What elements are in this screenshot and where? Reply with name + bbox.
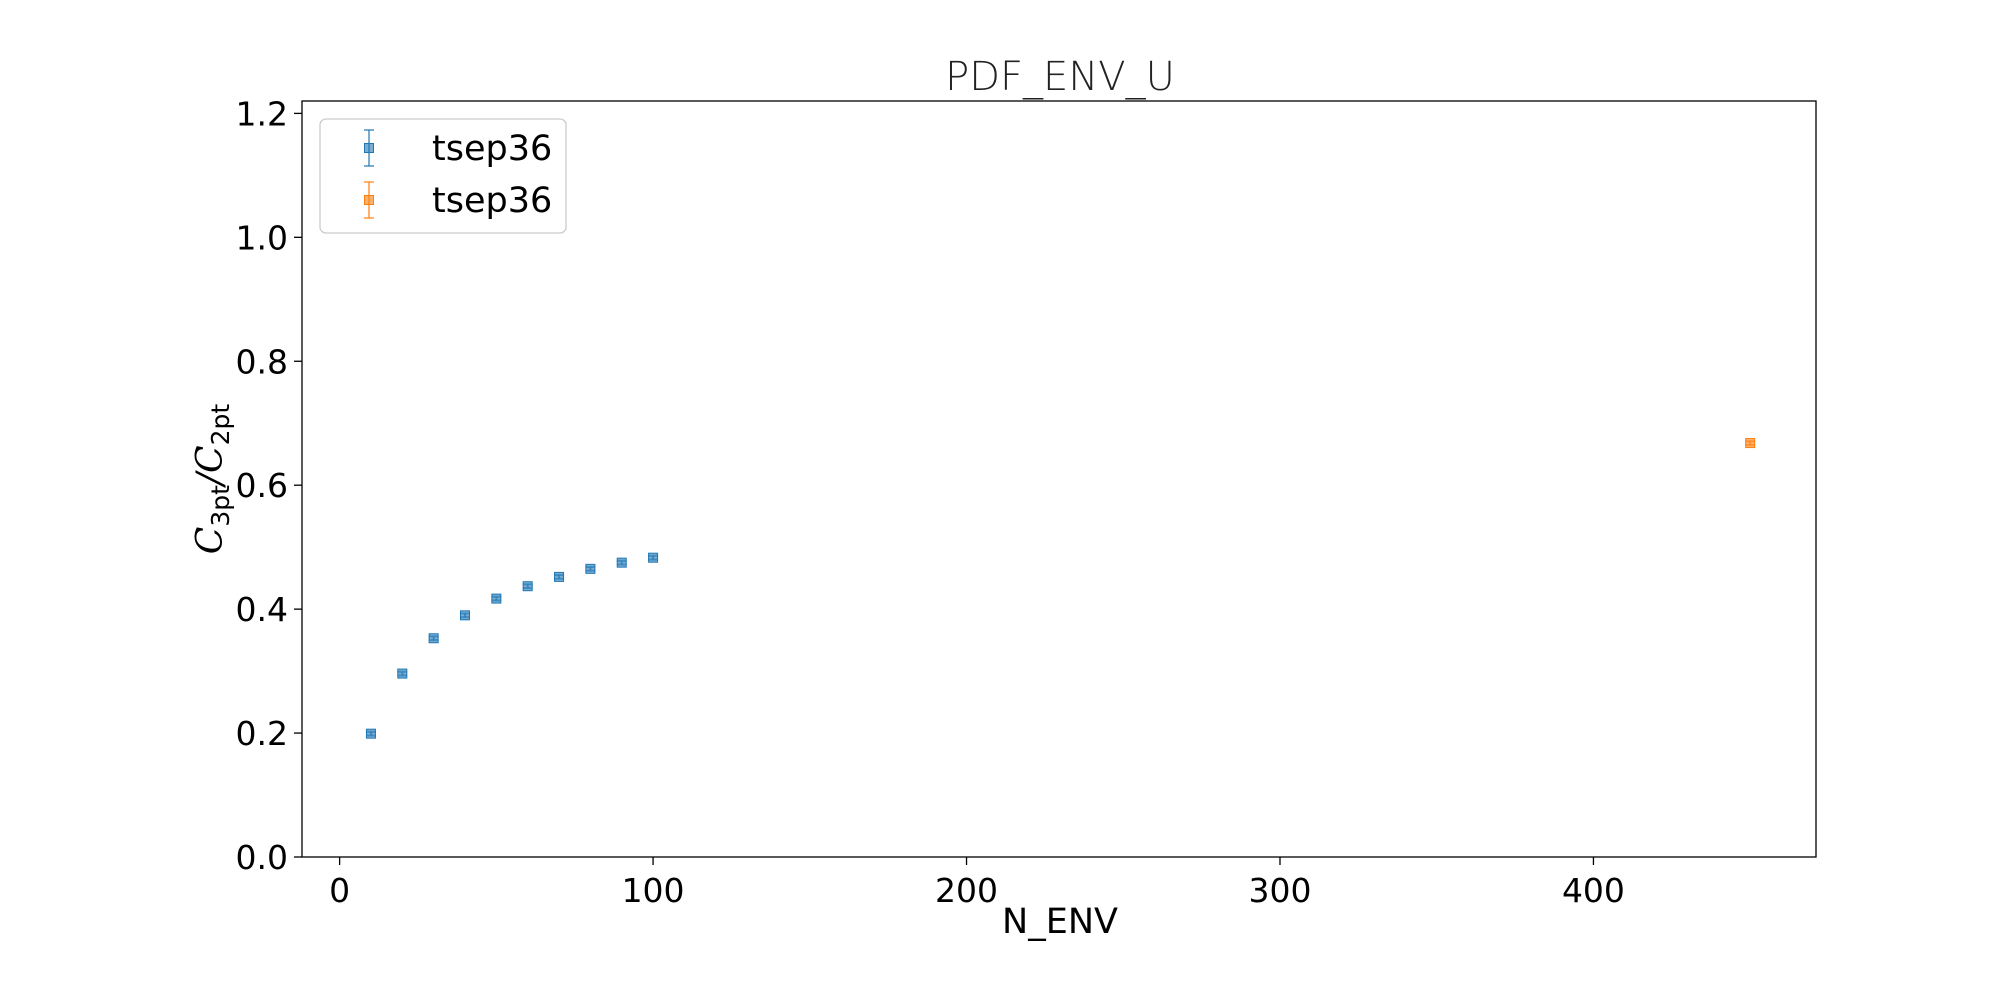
- legend-frame: [319, 118, 567, 234]
- data-point: [1745, 438, 1756, 449]
- y-tick-label: 0.4: [236, 590, 288, 629]
- chart-title: PDF_ENV_U: [945, 54, 1175, 100]
- y-axis-label-symbol-2: C: [190, 445, 231, 473]
- data-point: [491, 593, 502, 604]
- y-tick-label: 0.2: [236, 714, 288, 753]
- x-tick-label: 100: [622, 871, 685, 910]
- data-point: [522, 581, 533, 592]
- legend-marker: [364, 195, 374, 205]
- data-point: [397, 668, 408, 679]
- legend-entry: tsep36: [364, 129, 552, 169]
- data-point: [585, 563, 596, 574]
- x-tick-label: 300: [1248, 871, 1311, 910]
- y-axis-label-symbol-1: C: [190, 527, 231, 555]
- legend-marker: [364, 143, 374, 153]
- y-tick-label: 1.0: [236, 218, 288, 257]
- y-axis-label: C3pt/C2pt: [190, 404, 235, 555]
- data-point: [365, 728, 376, 739]
- data-point: [554, 571, 565, 582]
- legend-label: tsep36: [432, 129, 552, 169]
- x-axis-label: N_ENV: [1002, 902, 1118, 942]
- plot-area: [301, 100, 1817, 858]
- legend-entry: tsep36: [364, 181, 552, 221]
- y-tick-label: 1.2: [236, 94, 288, 133]
- y-axis-label-sub-2: 2pt: [206, 404, 235, 446]
- series-1: [365, 552, 659, 739]
- legend-label: tsep36: [432, 181, 552, 221]
- data-point: [616, 557, 627, 568]
- legend-entries: tsep36 tsep36: [364, 129, 552, 221]
- x-tick-label: 0: [329, 871, 350, 910]
- data-point: [648, 552, 659, 563]
- y-axis-label-slash: /: [190, 469, 231, 488]
- x-tick-label: 400: [1562, 871, 1625, 910]
- y-tick-label: 0.6: [236, 466, 288, 505]
- y-tick-label: 0.0: [236, 838, 288, 877]
- x-tick-label: 200: [935, 871, 998, 910]
- y-axis: 0.0 0.2 0.4 0.6 0.8 1.0 1.2: [236, 94, 302, 877]
- x-axis: 0 100 200 300 400: [329, 857, 1625, 910]
- data-point: [428, 633, 439, 644]
- series-2: [1745, 438, 1756, 449]
- data-point: [459, 610, 470, 621]
- data-marks: [365, 438, 1756, 739]
- y-axis-label-sub-1: 3pt: [206, 485, 235, 527]
- legend: tsep36 tsep36: [319, 118, 567, 234]
- y-tick-label: 0.8: [236, 342, 288, 381]
